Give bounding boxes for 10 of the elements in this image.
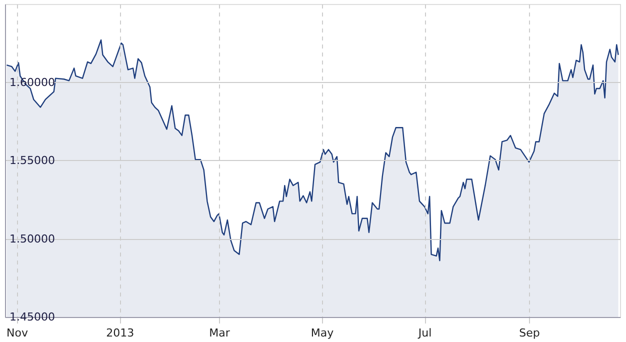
y-tick-label: 1.50000 [10, 232, 55, 246]
x-tick-label: Jul [417, 326, 432, 340]
x-tick-label: 2013 [106, 326, 134, 340]
x-tick-label: Nov [6, 326, 29, 340]
y-tick-label: 1.55000 [10, 154, 55, 167]
x-tick-label: May [310, 326, 334, 340]
x-tick-label: Mar [209, 326, 230, 340]
y-tick-label: 1.60000 [10, 76, 55, 89]
x-tick-label: Sep [519, 326, 540, 340]
y-tick-label: 1.45000 [10, 310, 55, 324]
